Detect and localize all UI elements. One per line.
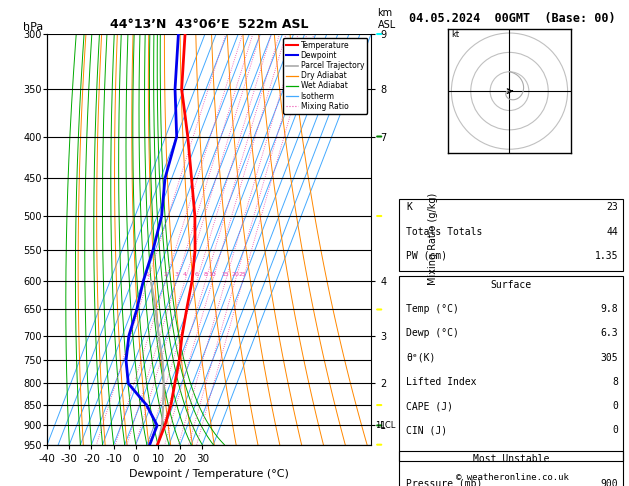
Text: 23: 23 <box>606 202 618 212</box>
Text: 2: 2 <box>164 272 167 277</box>
Title: 44°13’N  43°06’E  522m ASL: 44°13’N 43°06’E 522m ASL <box>110 18 308 32</box>
Text: 8: 8 <box>204 272 208 277</box>
Text: 305: 305 <box>601 352 618 363</box>
Text: 6: 6 <box>195 272 199 277</box>
Text: Temp (°C): Temp (°C) <box>406 304 459 314</box>
Text: 1.35: 1.35 <box>595 251 618 261</box>
Bar <box>399 199 623 272</box>
Text: Lifted Index: Lifted Index <box>406 377 477 387</box>
Text: 44: 44 <box>606 226 618 237</box>
Text: CIN (J): CIN (J) <box>406 425 447 435</box>
Text: 25: 25 <box>239 272 247 277</box>
Text: 900: 900 <box>601 479 618 486</box>
Text: km
ASL: km ASL <box>377 8 396 30</box>
Text: 4: 4 <box>183 272 187 277</box>
Text: CAPE (J): CAPE (J) <box>406 401 453 411</box>
Text: Dewp (°C): Dewp (°C) <box>406 328 459 338</box>
Text: hPa: hPa <box>23 22 43 32</box>
Text: 04.05.2024  00GMT  (Base: 00): 04.05.2024 00GMT (Base: 00) <box>409 12 616 25</box>
Text: 3: 3 <box>175 272 179 277</box>
Bar <box>399 451 623 486</box>
Legend: Temperature, Dewpoint, Parcel Trajectory, Dry Adiabat, Wet Adiabat, Isotherm, Mi: Temperature, Dewpoint, Parcel Trajectory… <box>283 38 367 114</box>
Text: 9.8: 9.8 <box>601 304 618 314</box>
Text: 6.3: 6.3 <box>601 328 618 338</box>
Text: Surface: Surface <box>491 280 532 290</box>
X-axis label: Dewpoint / Temperature (°C): Dewpoint / Temperature (°C) <box>129 469 289 479</box>
Text: Totals Totals: Totals Totals <box>406 226 482 237</box>
Text: 20: 20 <box>231 272 239 277</box>
Text: © weatheronline.co.uk: © weatheronline.co.uk <box>456 473 569 482</box>
Text: K: K <box>406 202 412 212</box>
Text: 0: 0 <box>613 401 618 411</box>
Bar <box>399 276 623 461</box>
Text: Most Unstable: Most Unstable <box>473 454 549 464</box>
Text: 8: 8 <box>613 377 618 387</box>
Text: 1LCL: 1LCL <box>376 421 396 430</box>
Y-axis label: Mixing Ratio (g/kg): Mixing Ratio (g/kg) <box>428 193 438 285</box>
Text: Pressure (mb): Pressure (mb) <box>406 479 482 486</box>
Text: kt: kt <box>452 30 460 39</box>
Text: 1: 1 <box>146 272 150 277</box>
Text: 10: 10 <box>209 272 216 277</box>
Text: 0: 0 <box>613 425 618 435</box>
Text: 15: 15 <box>221 272 230 277</box>
Text: PW (cm): PW (cm) <box>406 251 447 261</box>
Text: θᵉ(K): θᵉ(K) <box>406 352 435 363</box>
